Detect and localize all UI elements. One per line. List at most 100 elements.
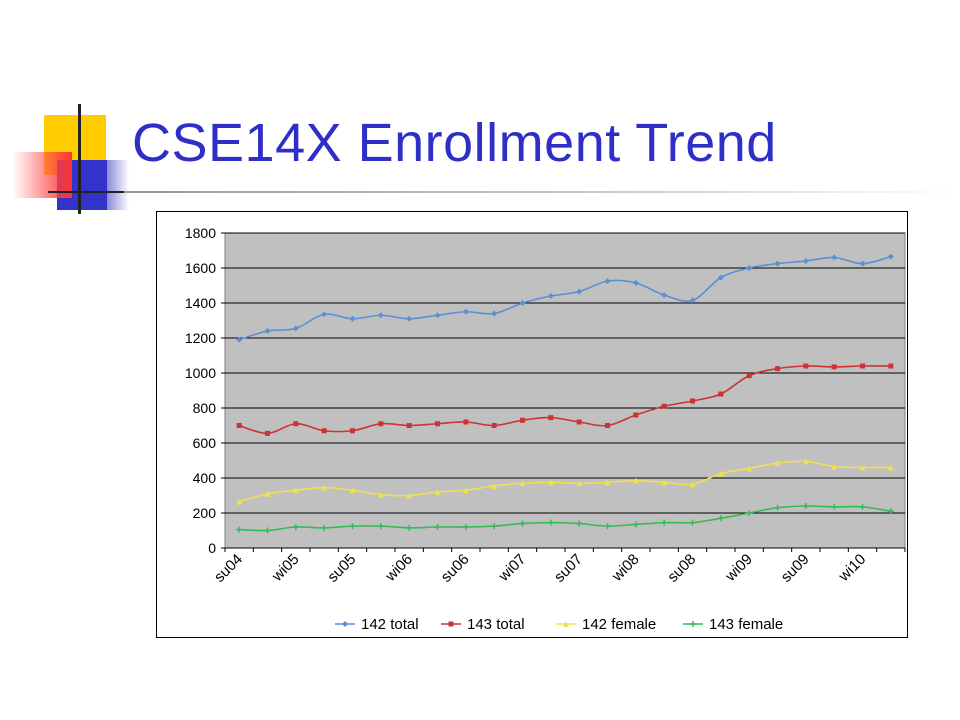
data-point-143-female <box>349 523 356 530</box>
y-tick-label: 400 <box>193 470 217 486</box>
data-point-142-female <box>377 491 384 498</box>
data-point-143-female <box>831 503 838 510</box>
data-point-143-total <box>548 415 554 421</box>
x-tick-label: wi09 <box>721 551 756 586</box>
deco-blue-glow <box>107 160 129 210</box>
legend-marker-143-total <box>448 621 454 627</box>
data-point-143-female <box>519 520 526 527</box>
data-point-142-total <box>349 315 356 322</box>
data-point-143-female <box>859 503 866 510</box>
data-point-142-female <box>576 480 583 487</box>
data-point-143-total <box>378 421 384 427</box>
data-point-143-female <box>717 515 724 522</box>
data-point-142-female <box>434 489 441 495</box>
data-point-143-total <box>888 363 894 369</box>
data-point-142-total <box>236 336 243 343</box>
y-tick-label: 800 <box>193 400 217 416</box>
data-point-143-total <box>746 373 752 379</box>
x-tick-label: wi06 <box>381 551 416 586</box>
data-point-142-total <box>661 292 668 299</box>
data-point-142-total <box>746 265 753 271</box>
data-point-142-female <box>661 479 668 486</box>
data-point-143-female <box>774 504 781 511</box>
data-point-142-total <box>887 253 894 260</box>
data-point-142-female <box>519 480 526 487</box>
data-point-142-total <box>434 312 441 319</box>
data-point-142-female <box>717 470 724 477</box>
data-point-143-female <box>576 520 583 527</box>
data-point-142-total <box>519 300 526 306</box>
data-point-142-female <box>632 477 639 484</box>
data-point-142-female <box>859 464 866 471</box>
data-point-143-female <box>321 524 328 531</box>
x-tick-label: su06 <box>438 551 473 586</box>
x-tick-label: su07 <box>551 551 586 586</box>
data-point-142-female <box>689 481 696 488</box>
x-tick-label: wi08 <box>608 551 643 586</box>
title-underline <box>124 191 960 193</box>
legend-label-143-total: 143 total <box>467 616 525 633</box>
data-point-142-total <box>774 260 781 267</box>
data-point-142-female <box>321 484 328 491</box>
data-point-142-total <box>859 260 866 267</box>
data-point-142-total <box>802 258 809 264</box>
data-point-143-total <box>633 412 639 418</box>
data-point-143-female <box>406 524 413 531</box>
data-point-143-total <box>321 428 327 434</box>
x-tick-label: wi10 <box>835 551 870 586</box>
data-point-142-total <box>604 278 611 285</box>
data-point-142-total <box>321 311 328 318</box>
data-point-142-total <box>632 279 639 286</box>
data-point-142-total <box>491 310 498 317</box>
data-point-142-total <box>547 293 554 299</box>
x-tick-label: su08 <box>664 551 699 586</box>
data-point-142-female <box>831 463 838 470</box>
data-point-143-total <box>690 398 695 404</box>
line-chart: 0 200 400 600 800 1000 1200 1400 1600 1800 su04 wi0… <box>185 225 906 633</box>
data-point-142-total <box>831 254 838 261</box>
data-point-143-total <box>463 419 469 425</box>
data-point-143-female <box>236 526 243 533</box>
data-point-143-female <box>802 503 809 509</box>
data-point-142-female <box>746 465 753 472</box>
data-point-143-total <box>520 417 525 423</box>
data-point-143-female <box>661 519 668 526</box>
y-tick-label: 200 <box>193 505 217 521</box>
y-tick-label: 1000 <box>185 365 216 381</box>
data-point-143-total <box>491 423 497 428</box>
y-tick-label: 0 <box>208 540 216 556</box>
deco-red-square <box>12 152 72 198</box>
data-point-143-total <box>406 423 412 428</box>
data-point-143-total <box>775 366 780 372</box>
plot-area <box>224 232 906 549</box>
slide-title: CSE14X Enrollment Trend <box>132 113 777 173</box>
data-point-143-female <box>264 527 271 534</box>
data-point-142-total <box>264 328 271 334</box>
data-point-143-total <box>605 423 610 428</box>
data-point-142-total <box>462 308 469 315</box>
y-tick-label: 600 <box>193 435 217 451</box>
y-tick-label: 1600 <box>185 260 216 276</box>
data-point-142-female <box>774 460 781 467</box>
data-point-143-female <box>604 523 611 530</box>
deco-horizontal-line <box>48 191 140 193</box>
x-tick-label: su09 <box>778 551 813 586</box>
data-point-142-female <box>491 482 498 489</box>
legend-marker-142-total <box>342 621 348 627</box>
data-point-142-female <box>802 458 809 465</box>
deco-vertical-line <box>78 104 81 214</box>
data-point-143-female <box>689 519 696 526</box>
data-point-143-total <box>860 363 865 369</box>
data-point-142-total <box>689 297 696 304</box>
x-tick-label: su05 <box>324 551 359 586</box>
data-point-142-female <box>236 498 243 505</box>
data-point-143-total <box>576 419 582 425</box>
data-point-142-total <box>292 325 299 332</box>
y-tick-label: 1200 <box>185 330 216 346</box>
data-point-143-total <box>661 403 667 409</box>
data-point-143-female <box>887 508 894 515</box>
data-point-143-female <box>292 524 299 530</box>
legend-label-142-total: 142 total <box>361 616 419 633</box>
y-tick-label: 1400 <box>185 295 216 311</box>
data-point-143-female <box>434 524 441 530</box>
